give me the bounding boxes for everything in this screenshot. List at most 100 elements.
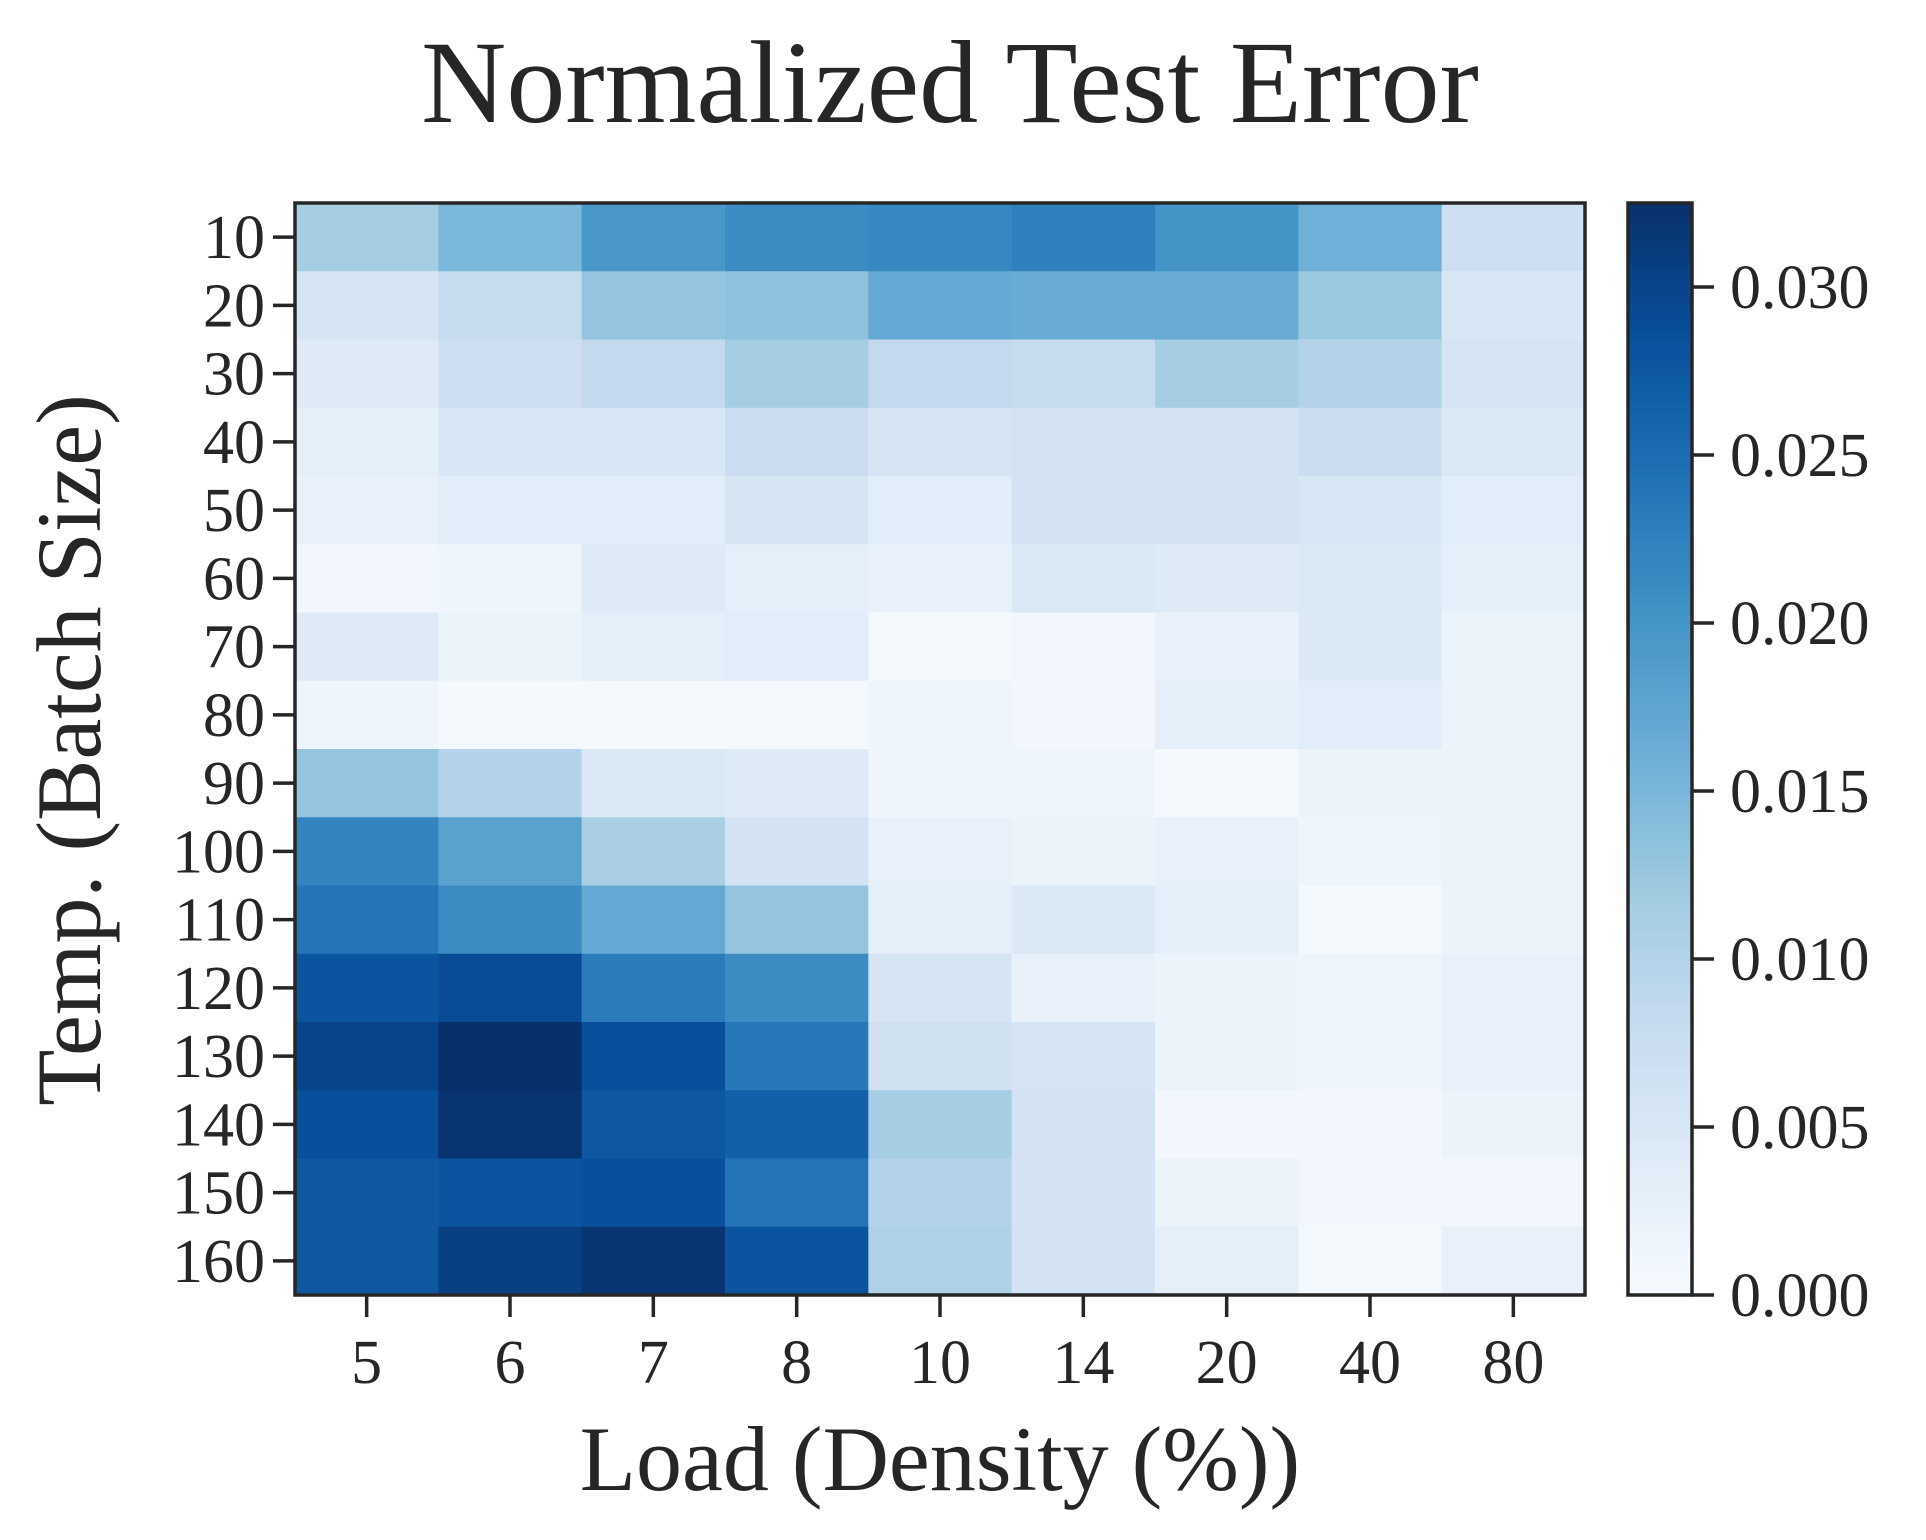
heatmap-cell [295,339,439,409]
colorbar-segment [1628,585,1692,595]
heatmap-cell [1155,271,1299,341]
colorbar-segment [1628,739,1692,750]
heatmap-cell [725,749,869,818]
colorbar-segment [1628,503,1692,513]
colorbar-segment [1628,339,1692,350]
heatmap-cell [725,407,869,477]
heatmap-cell [1441,1090,1586,1160]
colorbar-segment [1628,821,1692,832]
colorbar-segment [1628,903,1692,914]
heatmap-cell [1441,339,1586,409]
colorbar-segment [1628,1076,1692,1087]
colorbar-segment [1628,1149,1692,1160]
colorbar-segment [1628,1258,1692,1269]
heatmap-cell [725,339,869,409]
colorbar-segment [1628,949,1692,959]
colorbar-segment [1628,1113,1692,1123]
heatmap-cells [295,203,1586,1296]
colorbar-segment [1628,412,1692,422]
heatmap-cell [581,749,726,818]
heatmap-cell [1441,885,1586,955]
colorbar-segment [1628,885,1692,896]
colorbar-segment [1628,1213,1692,1223]
colorbar-segment [1628,385,1692,395]
x-tick-label: 8 [781,1329,812,1397]
heatmap-cell [1011,476,1156,545]
heatmap-cell [868,885,1013,955]
heatmap-cell [295,1226,439,1296]
heatmap-cell [438,1158,583,1228]
heatmap-cell [868,612,1013,682]
colorbar-segment [1628,721,1692,732]
colorbar-frame [1626,201,1694,1297]
x-tick-label: 20 [1196,1329,1258,1397]
colorbar-segment [1628,1276,1692,1287]
colorbar-segment [1628,867,1692,877]
colorbar-segment [1628,676,1692,686]
colorbar: 0.000 0.005 0.010 0.015 0.020 0.025 0.030 [1626,201,1870,1330]
heatmap-cell [1441,544,1586,614]
heatmap-cell [725,203,869,272]
heatmap-cell [1298,612,1443,682]
colorbar-segment [1628,1103,1692,1114]
y-tick-label: 100 [172,818,265,886]
colorbar-segment [1628,1285,1692,1296]
colorbar-segment [1628,767,1692,777]
heatmap-cell [1298,749,1443,818]
heatmap-cell [581,407,726,477]
heatmap-cell [581,271,726,341]
heatmap-cell [1441,203,1586,272]
heatmap-cell [868,680,1013,750]
heatmap-cell [295,544,439,614]
heatmap-cell [1298,544,1443,614]
heatmap-cell [868,1226,1013,1296]
heatmap-cell [1298,476,1443,545]
y-tick-label: 50 [203,477,265,545]
y-tick-label: 60 [203,545,265,613]
chart-title: Normalized Test Error [421,17,1479,148]
colorbar-segment [1628,967,1692,978]
colorbar-segment [1628,1067,1692,1078]
x-tick-label: 5 [351,1329,382,1397]
heatmap-cell [868,749,1013,818]
colorbar-tick-label: 0.025 [1730,422,1870,490]
y-tick-label: 140 [172,1091,265,1159]
colorbar-segment [1628,621,1692,632]
colorbar-segment [1628,1003,1692,1014]
colorbar-segment [1628,694,1692,705]
heatmap-cell [1298,953,1443,1023]
heatmap-cell [295,1090,439,1160]
colorbar-segment [1628,1131,1692,1141]
heatmap-cell [1155,953,1299,1023]
heatmap-cell [868,1022,1013,1091]
heatmap-cell [581,339,726,409]
heatmap-cell [438,544,583,614]
x-tick-label: 40 [1339,1329,1401,1397]
y-tick-label: 110 [174,887,265,955]
colorbar-segment [1628,958,1692,968]
colorbar-segment [1628,485,1692,495]
heatmap-cell [438,749,583,818]
colorbar-segment [1628,858,1692,868]
heatmap-cell [1155,1158,1299,1228]
colorbar-segment [1628,1140,1692,1150]
heatmap-cell [581,612,726,682]
heatmap-cell [725,680,869,750]
colorbar-segment [1628,221,1692,231]
heatmap-cell [438,680,583,750]
x-tick-label: 80 [1482,1329,1544,1397]
heatmap-cell [581,953,726,1023]
heatmap-cell [1011,339,1156,409]
colorbar-tick-label: 0.000 [1730,1262,1870,1330]
colorbar-segment [1628,357,1692,368]
y-tick-label: 130 [172,1023,265,1091]
heatmap-cell [868,407,1013,477]
heatmap-cell [581,1158,726,1228]
colorbar-segment [1628,603,1692,614]
colorbar-segment [1628,203,1692,213]
colorbar-segment [1628,648,1692,659]
colorbar-segment [1628,494,1692,504]
colorbar-segment [1628,348,1692,359]
heatmap-cell [1441,1158,1586,1228]
y-tick-label: 150 [172,1160,265,1228]
